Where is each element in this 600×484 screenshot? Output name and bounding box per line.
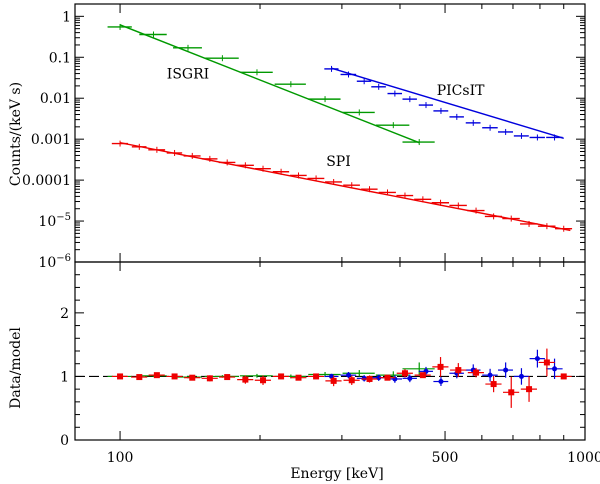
y-axis-label-top: Counts/(keV s) — [8, 82, 24, 186]
residual-marker — [348, 377, 355, 384]
residual-marker — [438, 379, 444, 385]
residual-marker — [508, 389, 515, 396]
residual-marker — [552, 366, 558, 372]
residual-marker — [260, 377, 267, 384]
x-tick-label: 500 — [432, 450, 459, 466]
residual-marker — [361, 375, 367, 381]
residual-marker — [224, 374, 231, 381]
residual-marker — [206, 375, 213, 382]
y-tick-label: 0.01 — [40, 91, 71, 107]
model-line — [119, 24, 420, 144]
residual-marker — [384, 374, 391, 381]
residual-marker — [487, 372, 493, 378]
y-tick-label: 10−6 — [38, 253, 71, 271]
top-frame — [74, 3, 586, 263]
series-spi — [111, 140, 573, 232]
y-tick-label-base: 10 — [38, 255, 56, 271]
residual-marker — [330, 377, 337, 384]
residual-marker — [437, 363, 444, 370]
residual-marker — [376, 375, 382, 381]
ratio-panel: 100 500 1000 0 1 2 — [60, 261, 600, 466]
residual-marker — [401, 370, 408, 377]
model-line — [331, 67, 564, 139]
residual-marker — [490, 381, 497, 388]
y-axis-label-bottom: Data/model — [8, 327, 24, 409]
bottom-frame — [74, 261, 586, 441]
residual-marker — [543, 359, 550, 366]
residual-marker — [171, 373, 178, 380]
residual-marker — [295, 374, 302, 381]
spectrum-panel: 10.10.010.0010.000110−510−6ISGRIPICsITSP… — [22, 3, 586, 271]
residual-marker — [526, 386, 533, 393]
residual-marker — [473, 369, 480, 376]
residual-marker — [242, 376, 249, 383]
residual-marker — [346, 372, 352, 378]
x-tick-label: 100 — [107, 450, 134, 466]
y-tick-label: 1 — [60, 369, 69, 385]
residual-marker — [313, 373, 320, 380]
residual-marker — [534, 356, 540, 362]
series-picsit — [324, 65, 564, 141]
residual-marker — [560, 373, 567, 380]
x-tick-label: 1000 — [567, 450, 600, 466]
series-isgri — [107, 23, 435, 146]
y-tick-label: 0.0001 — [22, 173, 71, 189]
series-label-picsit: PICsIT — [437, 83, 485, 99]
series-label-spi: SPI — [326, 154, 351, 170]
residual-picsit — [324, 349, 563, 386]
residual-marker — [455, 367, 462, 374]
y-tick-label-exp: −5 — [56, 212, 71, 223]
residual-marker — [189, 374, 196, 381]
y-tick-label: 1 — [62, 9, 71, 25]
y-tick-label: 2 — [60, 306, 69, 322]
series-label-isgri: ISGRI — [167, 67, 209, 83]
residual-marker — [117, 373, 124, 380]
y-tick-label: 0 — [60, 433, 69, 449]
residual-marker — [518, 373, 524, 379]
y-tick-label-base: 10 — [38, 214, 56, 230]
residual-marker — [419, 372, 426, 379]
y-tick-label-exp: −6 — [56, 253, 71, 264]
residual-marker — [136, 374, 143, 381]
y-tick-label: 0.001 — [31, 132, 71, 148]
residual-marker — [329, 373, 335, 379]
y-tick-label: 0.1 — [49, 50, 71, 66]
residual-marker — [407, 375, 413, 381]
residual-marker — [366, 375, 373, 382]
residual-spi — [111, 348, 572, 408]
y-tick-label: 10−5 — [38, 212, 71, 230]
x-axis-label: Energy [keV] — [290, 466, 383, 482]
residual-marker — [503, 367, 509, 373]
residual-marker — [278, 373, 285, 380]
residual-marker — [153, 372, 160, 379]
